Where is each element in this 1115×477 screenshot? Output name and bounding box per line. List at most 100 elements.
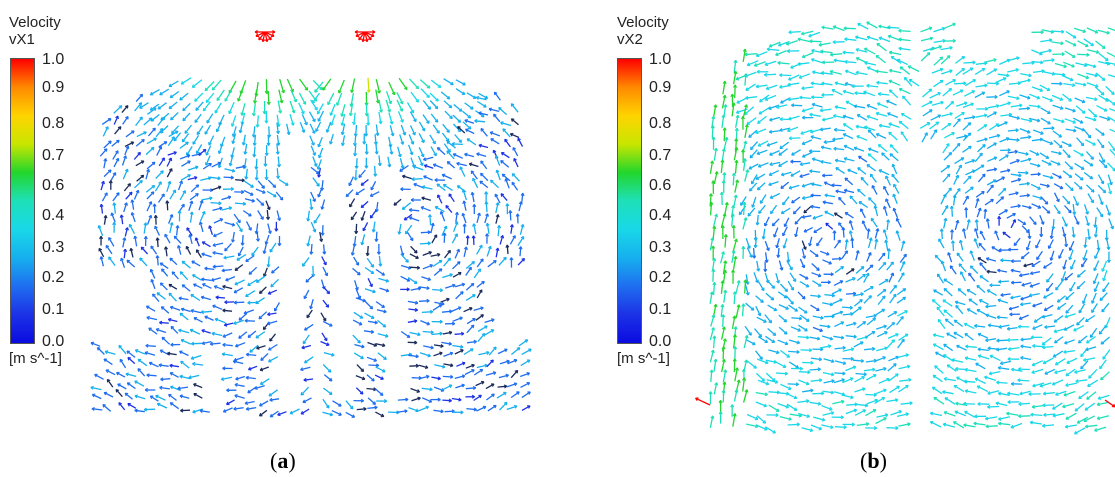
velocity-vector [323, 374, 333, 382]
velocity-vector [833, 212, 843, 219]
velocity-vector [956, 134, 968, 139]
velocity-vector [787, 280, 794, 291]
velocity-vector [159, 282, 168, 291]
velocity-vector [388, 81, 396, 96]
velocity-vector [834, 425, 847, 430]
velocity-vector [931, 386, 943, 395]
velocity-vector [753, 272, 759, 284]
velocity-vector [98, 247, 105, 258]
velocity-vector [1084, 424, 1098, 429]
velocity-vector [801, 427, 814, 433]
velocity-vector [256, 198, 265, 206]
velocity-vector [958, 263, 967, 273]
velocity-vector [864, 346, 876, 351]
velocity-vector [155, 255, 160, 266]
velocity-vector [90, 341, 101, 347]
velocity-vector [1032, 382, 1045, 388]
velocity-vector [709, 327, 716, 341]
velocity-vector [433, 268, 443, 276]
velocity-vector [834, 158, 846, 163]
velocity-vector [178, 328, 190, 334]
velocity-vector [472, 223, 477, 235]
velocity-vector [745, 274, 750, 285]
velocity-vector [895, 315, 904, 326]
velocity-vector [125, 372, 137, 378]
velocity-vector [788, 74, 800, 81]
velocity-vector [520, 381, 531, 388]
velocity-vector [226, 399, 235, 406]
velocity-vector [194, 92, 204, 102]
velocity-vector [835, 189, 846, 194]
velocity-vector [147, 107, 157, 115]
velocity-vector [451, 397, 462, 402]
velocity-vector [889, 284, 897, 294]
velocity-vector [200, 310, 212, 315]
velocity-vector [900, 240, 906, 252]
velocity-vector [278, 178, 289, 186]
velocity-vector [963, 175, 972, 185]
velocity-vector [811, 157, 823, 163]
velocity-vector [200, 176, 212, 182]
velocity-vector [350, 211, 358, 221]
velocity-vector [510, 118, 519, 126]
velocity-vector [885, 198, 891, 209]
velocity-vector [463, 348, 474, 356]
velocity-vector [1107, 183, 1113, 195]
velocity-vector [986, 289, 997, 296]
velocity-vector [820, 49, 833, 54]
velocity-vector [1066, 357, 1078, 365]
velocity-vector [976, 308, 987, 316]
velocity-vector [510, 103, 519, 113]
velocity-vector [977, 332, 989, 339]
velocity-vector [801, 139, 813, 146]
velocity-vector [446, 140, 456, 149]
velocity-vector [1076, 137, 1085, 147]
velocity-vector [456, 361, 466, 367]
velocity-vector [977, 354, 990, 360]
velocity-vector [975, 83, 988, 88]
velocity-vector [149, 268, 156, 279]
velocity-vector [409, 363, 420, 368]
velocity-vector [152, 293, 160, 303]
velocity-vector [809, 39, 822, 44]
velocity-vector [810, 135, 822, 140]
velocity-vector [771, 218, 780, 227]
velocity-vector [1064, 272, 1074, 281]
velocity-vector [944, 100, 955, 110]
velocity-vector [775, 361, 787, 368]
velocity-vector [490, 138, 500, 145]
velocity-vector [758, 204, 766, 214]
velocity-vector [824, 210, 835, 217]
legend-title-b: Velocity vX2 [617, 14, 669, 48]
velocity-vector [1052, 104, 1064, 110]
velocity-vector [865, 264, 874, 273]
velocity-vector [201, 328, 211, 334]
velocity-vector [340, 135, 346, 147]
velocity-vector [1006, 326, 1018, 331]
velocity-vector [167, 317, 178, 323]
velocity-vector [821, 404, 833, 411]
velocity-vector [1018, 314, 1029, 321]
velocity-vector [499, 235, 505, 245]
velocity-vector [169, 189, 177, 200]
velocity-vector [824, 314, 835, 319]
velocity-vector [987, 404, 1000, 409]
velocity-vector [997, 73, 1010, 78]
velocity-vector [1051, 41, 1064, 46]
velocity-vector [126, 259, 136, 268]
velocity-vector [730, 404, 735, 417]
velocity-vector [1076, 269, 1086, 278]
velocity-vector [495, 247, 500, 258]
velocity-vector [775, 273, 781, 284]
velocity-vector [487, 404, 497, 412]
velocity-vector [105, 369, 116, 376]
velocity-vector [1086, 72, 1098, 78]
velocity-vector [348, 176, 354, 187]
velocity-vector [1020, 72, 1032, 78]
velocity-vector [755, 214, 760, 226]
velocity-vector [810, 193, 821, 198]
velocity-vector [867, 153, 878, 162]
velocity-vector [744, 52, 757, 57]
velocity-vector [201, 340, 212, 346]
velocity-vector [1028, 392, 1041, 397]
